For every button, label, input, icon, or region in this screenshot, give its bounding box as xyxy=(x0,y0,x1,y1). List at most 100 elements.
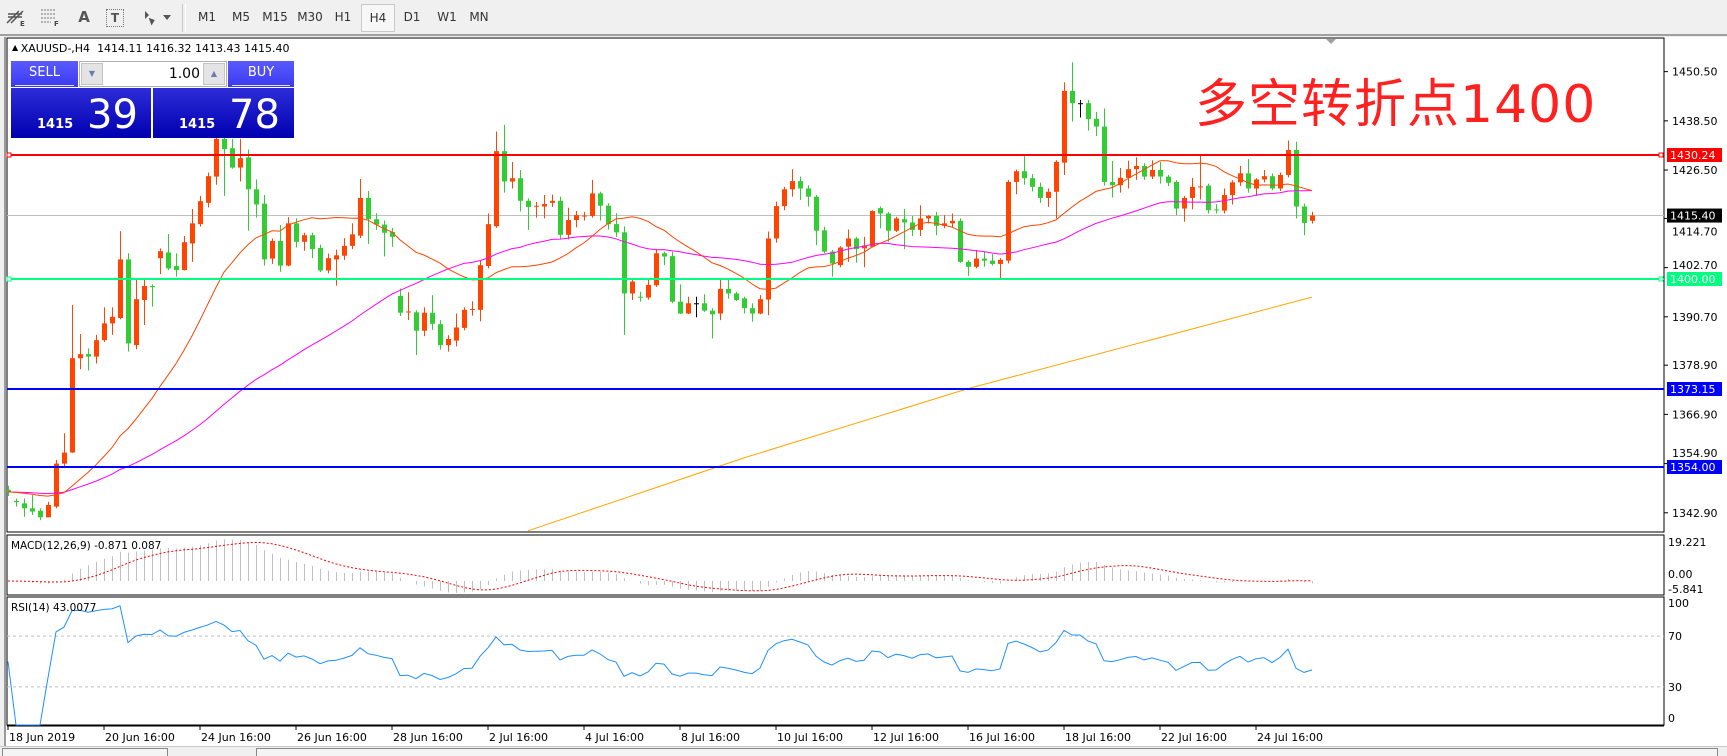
candle[interactable] xyxy=(254,179,259,218)
candle[interactable] xyxy=(86,348,91,371)
candle[interactable] xyxy=(414,310,419,355)
candle[interactable] xyxy=(1254,178,1259,196)
candle[interactable] xyxy=(310,232,315,259)
candle[interactable] xyxy=(30,495,35,515)
candle[interactable] xyxy=(1262,170,1267,183)
line-handle[interactable] xyxy=(6,152,12,158)
candle[interactable] xyxy=(670,251,675,304)
candle[interactable] xyxy=(894,216,899,232)
timeframe-mn[interactable]: MN xyxy=(469,10,489,24)
candle[interactable] xyxy=(1214,204,1219,214)
candle[interactable] xyxy=(430,295,435,330)
candle[interactable] xyxy=(398,288,403,316)
candle[interactable] xyxy=(518,170,523,212)
candle[interactable] xyxy=(606,203,611,230)
candle[interactable] xyxy=(1158,161,1163,184)
candle[interactable] xyxy=(230,138,235,169)
candle[interactable] xyxy=(246,149,251,231)
lot-size-input[interactable]: ▼ 1.00 ▲ xyxy=(79,61,227,87)
candle[interactable] xyxy=(390,227,395,247)
candle[interactable] xyxy=(1022,156,1027,185)
sell-button[interactable]: SELL xyxy=(11,61,78,87)
lot-decrease-button[interactable]: ▼ xyxy=(81,63,103,85)
candle[interactable] xyxy=(158,248,163,275)
candle[interactable] xyxy=(806,185,811,207)
chart-annotation-text[interactable]: 多空转折点1400 xyxy=(1195,75,1597,135)
candle[interactable] xyxy=(566,207,571,240)
candle[interactable] xyxy=(454,313,459,347)
candle[interactable] xyxy=(1030,174,1035,192)
timeframe-m5[interactable]: M5 xyxy=(232,10,250,24)
timeframe-h1[interactable]: H1 xyxy=(334,10,352,24)
timeframe-m1[interactable]: M1 xyxy=(198,10,216,24)
candle[interactable] xyxy=(326,253,331,274)
candle[interactable] xyxy=(742,296,747,314)
candle[interactable] xyxy=(38,508,43,521)
candle[interactable] xyxy=(910,215,915,237)
candle[interactable] xyxy=(766,231,771,316)
candle[interactable] xyxy=(542,195,547,219)
candle[interactable] xyxy=(198,195,203,227)
candle[interactable] xyxy=(1094,111,1099,137)
candle[interactable] xyxy=(702,294,707,312)
candle[interactable] xyxy=(1134,157,1139,180)
chart-tab[interactable] xyxy=(256,748,1718,756)
buy-button[interactable]: BUY xyxy=(228,61,294,87)
candle[interactable] xyxy=(46,501,51,518)
candle[interactable] xyxy=(782,186,787,211)
candle[interactable] xyxy=(278,224,283,272)
candle[interactable] xyxy=(446,335,451,352)
candle[interactable] xyxy=(598,191,603,221)
timeframe-m30[interactable]: M30 xyxy=(297,10,323,24)
candle[interactable] xyxy=(1110,161,1115,198)
candle[interactable] xyxy=(534,202,539,218)
timeframe-d1[interactable]: D1 xyxy=(403,10,421,24)
candle[interactable] xyxy=(1278,172,1283,191)
candle[interactable] xyxy=(558,196,563,239)
candle[interactable] xyxy=(646,279,651,300)
chart-shift-marker-icon[interactable] xyxy=(1326,39,1336,44)
candle[interactable] xyxy=(350,223,355,250)
candle[interactable] xyxy=(590,179,595,218)
candle[interactable] xyxy=(302,232,307,251)
candle[interactable] xyxy=(950,213,955,228)
candle[interactable] xyxy=(134,278,139,350)
candle[interactable] xyxy=(734,291,739,301)
candle[interactable] xyxy=(982,251,987,267)
candle[interactable] xyxy=(830,249,835,277)
candle[interactable] xyxy=(1150,160,1155,180)
candle[interactable] xyxy=(510,161,515,189)
lot-increase-button[interactable]: ▲ xyxy=(203,63,225,85)
candle[interactable] xyxy=(118,231,123,320)
line-handle[interactable] xyxy=(1658,276,1664,282)
candle[interactable] xyxy=(358,179,363,239)
candle[interactable] xyxy=(126,253,131,352)
sell-price-button[interactable]: 1415 39 xyxy=(11,88,151,138)
candle[interactable] xyxy=(1302,203,1307,236)
candle[interactable] xyxy=(22,498,27,517)
candle[interactable] xyxy=(614,213,619,237)
candle[interactable] xyxy=(678,284,683,314)
candle[interactable] xyxy=(1078,99,1083,118)
candle[interactable] xyxy=(918,205,923,237)
candle[interactable] xyxy=(470,301,475,316)
candle[interactable] xyxy=(1006,179,1011,264)
candle[interactable] xyxy=(998,258,1003,280)
lot-size-value[interactable]: 1.00 xyxy=(168,66,200,82)
candle[interactable] xyxy=(526,198,531,230)
candle[interactable] xyxy=(878,206,883,229)
candle[interactable] xyxy=(1062,82,1067,175)
candle[interactable] xyxy=(1174,180,1179,216)
candle[interactable] xyxy=(886,211,891,242)
candle[interactable] xyxy=(1054,160,1059,219)
candle[interactable] xyxy=(406,292,411,321)
candle[interactable] xyxy=(502,124,507,193)
candle[interactable] xyxy=(102,307,107,342)
candle[interactable] xyxy=(318,244,323,273)
candle[interactable] xyxy=(814,195,819,246)
candle[interactable] xyxy=(94,334,99,364)
candle[interactable] xyxy=(790,169,795,197)
candle[interactable] xyxy=(798,176,803,200)
candle[interactable] xyxy=(718,279,723,321)
